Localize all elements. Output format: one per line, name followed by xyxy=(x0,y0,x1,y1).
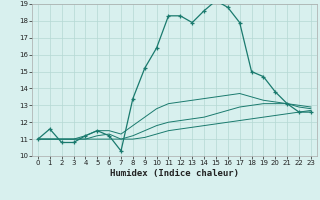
X-axis label: Humidex (Indice chaleur): Humidex (Indice chaleur) xyxy=(110,169,239,178)
